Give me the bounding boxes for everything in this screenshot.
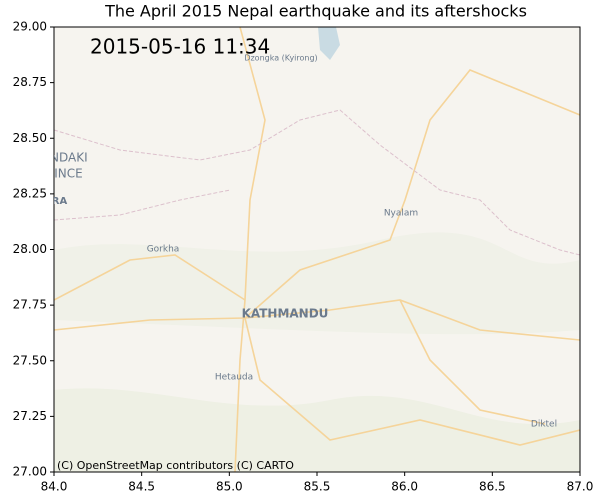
x-tick-label: 84.0: [41, 480, 68, 494]
x-tick-label: 85.0: [216, 480, 243, 494]
place-label: Nyalam: [384, 209, 418, 219]
timestamp-annotation: 2015-05-16 11:34: [90, 35, 270, 59]
chart-title: The April 2015 Nepal earthquake and its …: [104, 2, 527, 21]
x-tick-label: 87.0: [567, 480, 594, 494]
y-tick-label: 27.75: [13, 298, 47, 312]
y-tick-label: 28.25: [13, 186, 47, 200]
y-tick-label: 28.50: [13, 131, 47, 145]
place-label: Gorkha: [147, 245, 180, 255]
map-labels: Dzongka (Kyirong) Nyalam Gorkha KATHMANDU He…: [44, 54, 557, 430]
x-tick-label: 86.0: [391, 480, 418, 494]
x-tick-label: 84.5: [128, 480, 155, 494]
x-tick-label: 86.5: [479, 480, 506, 494]
place-label: Dzongka (Kyirong): [244, 54, 317, 63]
y-tick-label: 27.25: [13, 409, 47, 423]
y-tick-label: 27.00: [13, 465, 47, 479]
y-tick-label: 28.00: [13, 242, 47, 256]
y-tick-label: 29.00: [13, 20, 47, 34]
attribution: (C) OpenStreetMap contributors (C) CARTO: [57, 459, 294, 472]
place-label: NDAKI: [50, 151, 88, 165]
x-tick-label: 85.5: [304, 480, 331, 494]
y-tick-label: 28.75: [13, 75, 47, 89]
place-label: Diktel: [531, 420, 557, 430]
place-label: KATHMANDU: [242, 307, 329, 321]
place-label: Hetauda: [215, 373, 253, 383]
place-label: VINCE: [46, 167, 83, 181]
place-label: ARA: [44, 196, 67, 207]
y-tick-label: 27.50: [13, 353, 47, 367]
map-background: [54, 27, 580, 472]
